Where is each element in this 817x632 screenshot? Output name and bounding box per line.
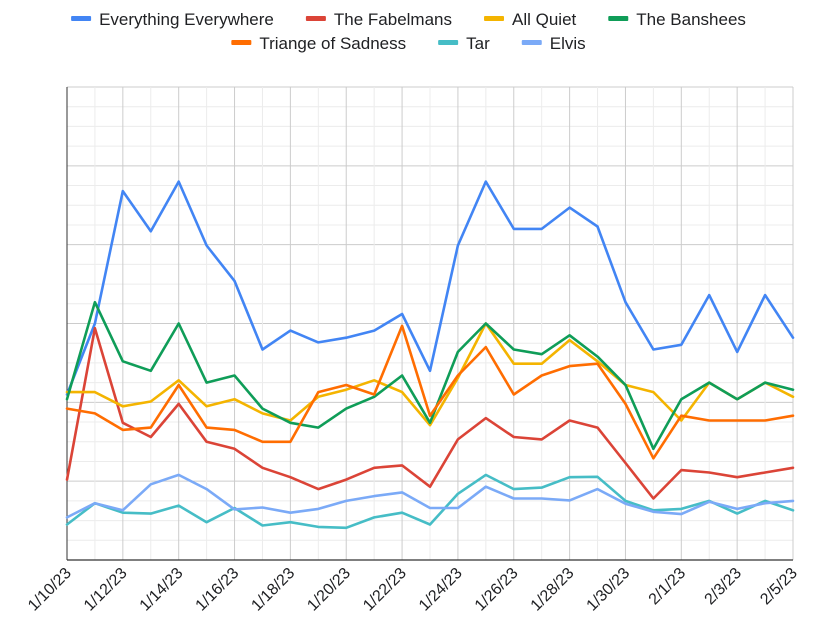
legend-swatch-triange-of-sadness (231, 40, 252, 45)
series-line-the-banshees (65, 300, 795, 451)
x-tick-label: 1/28/23 (528, 565, 578, 615)
x-tick-label: 1/24/23 (416, 565, 466, 615)
x-axis-tick-labels: 1/10/23 1/12/23 1/14/23 1/16/23 1/18/23 1/20/… (25, 565, 801, 615)
x-tick-label: 1/26/23 (472, 565, 522, 615)
legend-swatch-tar (438, 40, 459, 45)
series-line-triange-of-sadness (65, 324, 795, 460)
x-tick-label: 1/20/23 (304, 565, 354, 615)
x-tick-label: 1/10/23 (25, 565, 75, 615)
series-line-everything-everywhere (65, 180, 795, 396)
x-tick-label: 1/30/23 (584, 565, 634, 615)
legend-label-all-quiet: All Quiet (512, 10, 577, 29)
x-tick-label: 1/16/23 (193, 565, 243, 615)
series-line-tar (65, 473, 795, 530)
legend-swatch-everything-everywhere (71, 16, 92, 21)
chart-legend: Everything Everywhere The Fabelmans All Qu… (71, 10, 746, 53)
chart-axes (66, 87, 793, 561)
x-tick-label: 2/1/23 (646, 565, 690, 609)
x-tick-label: 1/18/23 (248, 565, 298, 615)
legend-label-elvis: Elvis (550, 34, 586, 53)
legend-label-the-banshees: The Banshees (636, 10, 746, 29)
series-line-all-quiet (65, 322, 795, 427)
legend-swatch-the-banshees (608, 16, 629, 21)
chart-gridlines (66, 86, 794, 561)
x-tick-label: 2/3/23 (702, 565, 746, 609)
legend-swatch-elvis (521, 40, 542, 45)
chart-series (65, 180, 795, 530)
x-tick-label: 1/22/23 (360, 565, 410, 615)
series-line-elvis (65, 473, 795, 519)
x-tick-label: 2/5/23 (757, 565, 801, 609)
x-tick-label: 1/12/23 (81, 565, 131, 615)
legend-swatch-the-fabelmans (305, 16, 326, 21)
legend-swatch-all-quiet (484, 16, 505, 21)
legend-label-triange-of-sadness: Triange of Sadness (259, 34, 406, 53)
legend-label-tar: Tar (466, 34, 490, 53)
legend-label-everything-everywhere: Everything Everywhere (99, 10, 274, 29)
x-tick-label: 1/14/23 (137, 565, 187, 615)
legend-label-the-fabelmans: The Fabelmans (334, 10, 452, 29)
series-line-the-fabelmans (65, 326, 795, 500)
